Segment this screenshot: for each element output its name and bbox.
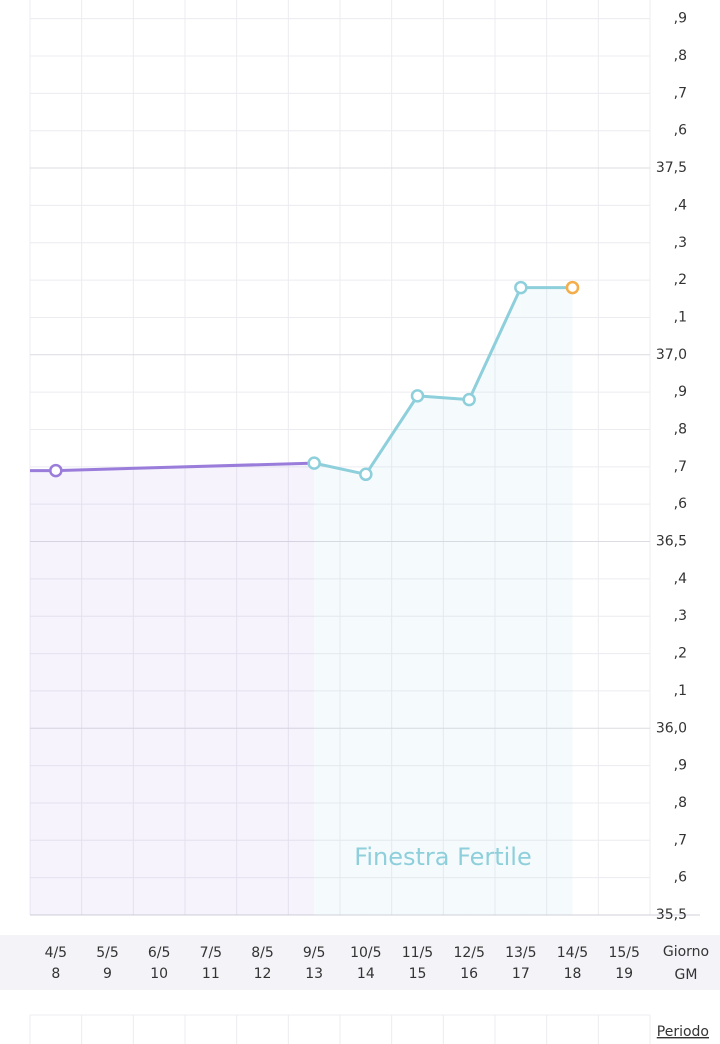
y-tick-label: ,4 (674, 571, 687, 587)
y-tick-label: ,6 (674, 870, 687, 886)
y-tick-label: ,7 (674, 832, 687, 848)
y-tick-label: ,1 (674, 683, 687, 699)
y-tick-label: ,6 (674, 123, 687, 139)
cycle-day-label: 8 (51, 966, 60, 982)
cycle-day-label: 16 (460, 966, 478, 982)
annotation: Finestra Fertile (354, 843, 531, 871)
area (314, 463, 366, 915)
row-label: GM (675, 967, 698, 983)
cycle-day-label: 14 (357, 966, 375, 982)
area (469, 287, 521, 916)
cycle-day-label: 15 (409, 966, 427, 982)
line-segment (313, 461, 367, 476)
cycle-day-label: 18 (564, 966, 582, 982)
y-tick-label: ,7 (674, 85, 687, 101)
area (365, 395, 418, 915)
footer-link[interactable]: Periodo (657, 1024, 709, 1040)
y-tick-label: 35,5 (656, 907, 687, 923)
cycle-day-label: 17 (512, 966, 530, 982)
area (30, 463, 315, 915)
y-tick-label: ,1 (674, 309, 687, 325)
x-tick-label: 12/5 (453, 945, 484, 961)
data-point (359, 467, 373, 482)
y-tick-label: ,3 (674, 235, 687, 251)
y-tick-label: ,6 (674, 496, 687, 512)
data-point (307, 456, 321, 470)
data-point (565, 280, 580, 295)
y-tick-label: ,2 (674, 646, 687, 662)
cycle-day-label: 19 (615, 966, 633, 982)
y-tick-label: ,9 (674, 11, 687, 27)
x-tick-label: 7/5 (200, 945, 223, 961)
y-tick-label: 37,5 (656, 160, 687, 176)
y-tick-label: ,8 (674, 795, 687, 811)
y-tick-label: 36,0 (656, 720, 687, 736)
x-tick-label: 10/5 (350, 945, 381, 961)
x-tick-label: 13/5 (505, 945, 536, 961)
y-tick-label: ,8 (674, 48, 687, 64)
area (520, 287, 573, 916)
date-band (0, 935, 720, 990)
y-tick-label: 36,5 (656, 534, 687, 550)
line-segment (55, 461, 315, 473)
area (417, 395, 470, 915)
x-tick-label: 11/5 (402, 945, 433, 961)
cycle-day-label: 13 (305, 966, 323, 982)
y-tick-label: ,7 (674, 459, 687, 475)
line-segment (364, 395, 419, 476)
x-tick-label: 8/5 (251, 945, 274, 961)
y-tick-label: 37,0 (656, 347, 687, 363)
cycle-day-label: 10 (150, 966, 168, 982)
x-tick-label: 4/5 (45, 945, 68, 961)
y-tick-label: ,9 (674, 384, 687, 400)
line-segment (467, 286, 523, 401)
row-label: Giorno (663, 944, 709, 960)
x-tick-label: 9/5 (303, 945, 326, 961)
cycle-day-label: 11 (202, 966, 220, 982)
y-tick-label: ,8 (674, 421, 687, 437)
data-point (410, 389, 425, 403)
cycle-day-label: 9 (103, 966, 112, 982)
data-point (49, 463, 63, 478)
data-point (462, 392, 476, 407)
x-tick-label: 5/5 (96, 945, 119, 961)
y-tick-label: ,4 (674, 197, 687, 213)
x-tick-label: 6/5 (148, 945, 171, 961)
data-point (514, 280, 528, 295)
line-segment (417, 394, 470, 402)
x-tick-label: 14/5 (557, 945, 588, 961)
cycle-day-label: 12 (254, 966, 272, 982)
y-tick-label: ,9 (674, 758, 687, 774)
y-tick-label: ,3 (674, 608, 687, 624)
x-tick-label: 15/5 (608, 945, 639, 961)
y-tick-label: ,2 (674, 272, 687, 288)
